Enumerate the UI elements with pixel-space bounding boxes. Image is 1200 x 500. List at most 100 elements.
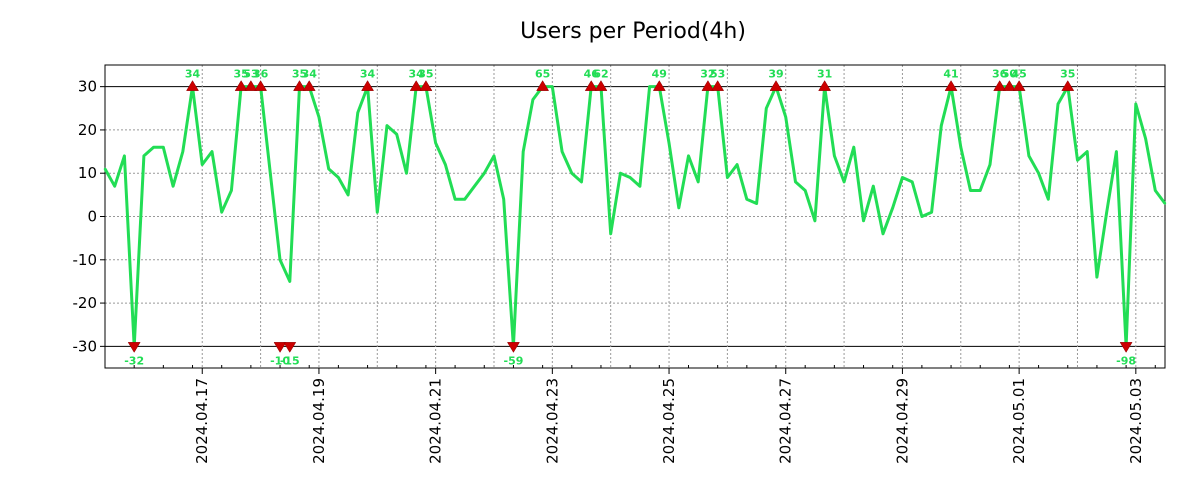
data-point xyxy=(288,280,291,283)
overflow-value-label: 53 xyxy=(710,68,725,81)
data-point xyxy=(337,176,340,179)
data-point xyxy=(842,180,846,184)
data-point xyxy=(103,167,107,171)
data-point xyxy=(580,180,583,184)
overflow-marker xyxy=(594,80,608,91)
y-tick-label: 30 xyxy=(78,78,97,96)
y-tick-label: 20 xyxy=(78,121,97,139)
data-point xyxy=(1056,102,1060,106)
data-point xyxy=(1115,150,1118,153)
data-point xyxy=(152,146,155,149)
data-point xyxy=(1105,210,1108,214)
data-point xyxy=(473,185,476,188)
overflow-marker xyxy=(1002,80,1016,91)
overflow-value-label: -15 xyxy=(280,354,300,367)
data-point xyxy=(492,154,496,158)
overflow-value-label: 36 xyxy=(992,68,1008,81)
data-point xyxy=(920,215,924,218)
overflow-value-label: 49 xyxy=(652,68,667,81)
y-tick-label: -30 xyxy=(73,337,98,355)
data-point xyxy=(502,197,505,201)
overflow-marker xyxy=(293,80,306,91)
overflow-marker xyxy=(186,80,199,91)
data-point xyxy=(1037,172,1040,175)
overflow-value-label: 45 xyxy=(1011,68,1026,81)
overflow-marker xyxy=(254,80,268,91)
x-tick-label: 2024.04.21 xyxy=(427,378,445,464)
overflow-marker xyxy=(711,80,725,91)
overflow-value-label: 65 xyxy=(535,68,550,81)
data-point xyxy=(940,124,943,127)
x-tick-label: 2024.05.03 xyxy=(1127,378,1145,464)
data-point xyxy=(346,193,350,197)
overflow-value-label: 35 xyxy=(292,68,307,81)
overflow-marker xyxy=(701,80,715,91)
overflow-marker xyxy=(273,342,287,353)
overflow-marker xyxy=(1012,80,1026,91)
overflow-marker xyxy=(506,342,520,353)
data-point xyxy=(123,154,126,158)
data-point xyxy=(872,185,875,188)
data-point xyxy=(278,258,282,261)
data-point xyxy=(142,154,146,158)
data-point xyxy=(453,197,457,201)
data-point xyxy=(988,163,992,166)
data-point xyxy=(1095,275,1099,279)
data-point xyxy=(765,107,768,110)
overflow-value-label: 35 xyxy=(233,68,248,81)
overflow-value-label: -10 xyxy=(270,354,290,367)
overflow-marker xyxy=(818,80,832,91)
data-point xyxy=(735,163,739,166)
x-tick-label: 2024.04.23 xyxy=(543,378,561,464)
x-tick-label: 2024.04.25 xyxy=(660,378,678,464)
data-point xyxy=(385,124,389,127)
data-point xyxy=(483,172,486,175)
data-point xyxy=(171,185,175,188)
data-point xyxy=(1076,159,1079,162)
y-tick-label: -20 xyxy=(73,294,98,312)
data-point xyxy=(667,141,671,145)
overflow-value-label: 62 xyxy=(593,68,608,81)
data-point xyxy=(162,146,165,149)
data-point xyxy=(269,172,272,175)
overflow-value-label: -32 xyxy=(124,354,144,367)
data-point xyxy=(570,172,573,175)
overflow-value-label: 32 xyxy=(700,68,715,81)
data-point xyxy=(726,176,729,179)
data-point xyxy=(1027,154,1031,158)
data-point xyxy=(755,202,758,205)
data-point xyxy=(1134,102,1138,106)
data-point xyxy=(784,115,787,119)
x-tick-label: 2024.04.27 xyxy=(777,378,795,464)
data-point xyxy=(531,98,535,101)
data-point xyxy=(327,167,330,171)
data-point xyxy=(959,146,962,149)
data-point xyxy=(813,219,817,223)
data-point xyxy=(969,189,972,192)
overflow-value-label: 41 xyxy=(943,68,958,81)
overflow-marker xyxy=(536,80,550,91)
data-point xyxy=(1086,150,1089,153)
overflow-marker xyxy=(652,80,666,91)
overflow-value-label: 34 xyxy=(185,68,201,81)
overflow-marker xyxy=(127,342,141,353)
overflow-marker xyxy=(1119,342,1133,353)
data-point xyxy=(745,197,749,201)
data-point xyxy=(794,180,797,184)
data-point xyxy=(862,219,865,223)
data-point xyxy=(901,176,904,179)
overflow-value-label: 31 xyxy=(817,68,832,81)
data-point xyxy=(220,210,223,214)
data-point xyxy=(619,172,622,175)
data-point xyxy=(697,180,700,184)
data-point xyxy=(638,185,642,188)
overflow-value-label: 34 xyxy=(302,68,318,81)
data-point xyxy=(628,176,632,179)
overflow-marker xyxy=(419,80,433,91)
overflow-value-label: 39 xyxy=(768,68,783,81)
overflow-marker xyxy=(409,80,423,91)
data-point xyxy=(356,111,360,114)
overflow-value-label: 46 xyxy=(584,68,600,81)
overflow-marker xyxy=(944,80,958,91)
